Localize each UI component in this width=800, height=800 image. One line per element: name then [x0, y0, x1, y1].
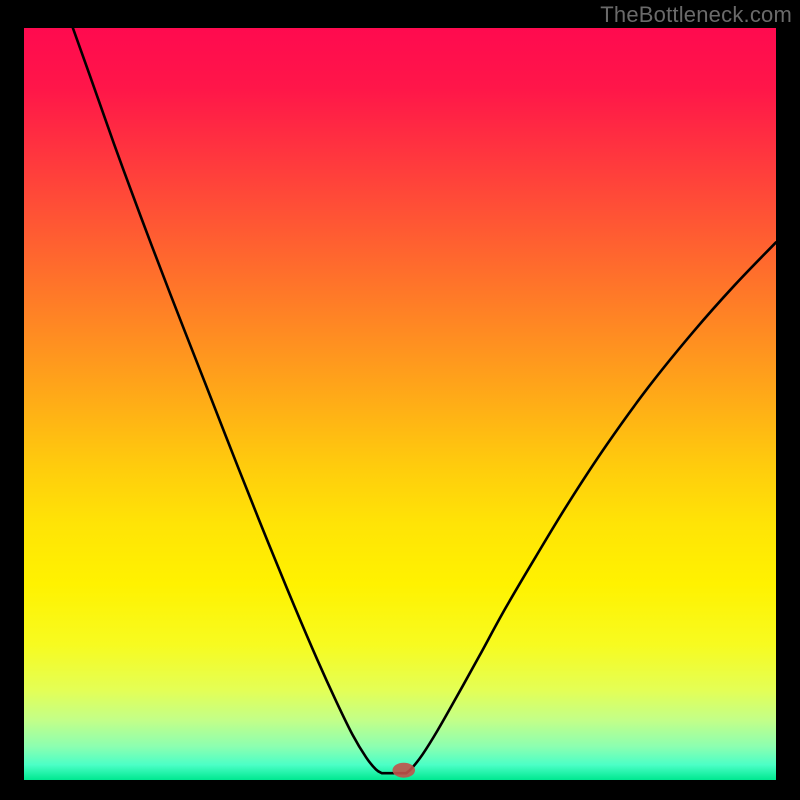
watermark-text: TheBottleneck.com — [600, 2, 792, 28]
chart-svg — [24, 28, 776, 780]
gradient-background — [24, 28, 776, 780]
plot-area — [24, 28, 776, 780]
chart-canvas: TheBottleneck.com — [0, 0, 800, 800]
optimal-point-marker — [392, 763, 415, 778]
